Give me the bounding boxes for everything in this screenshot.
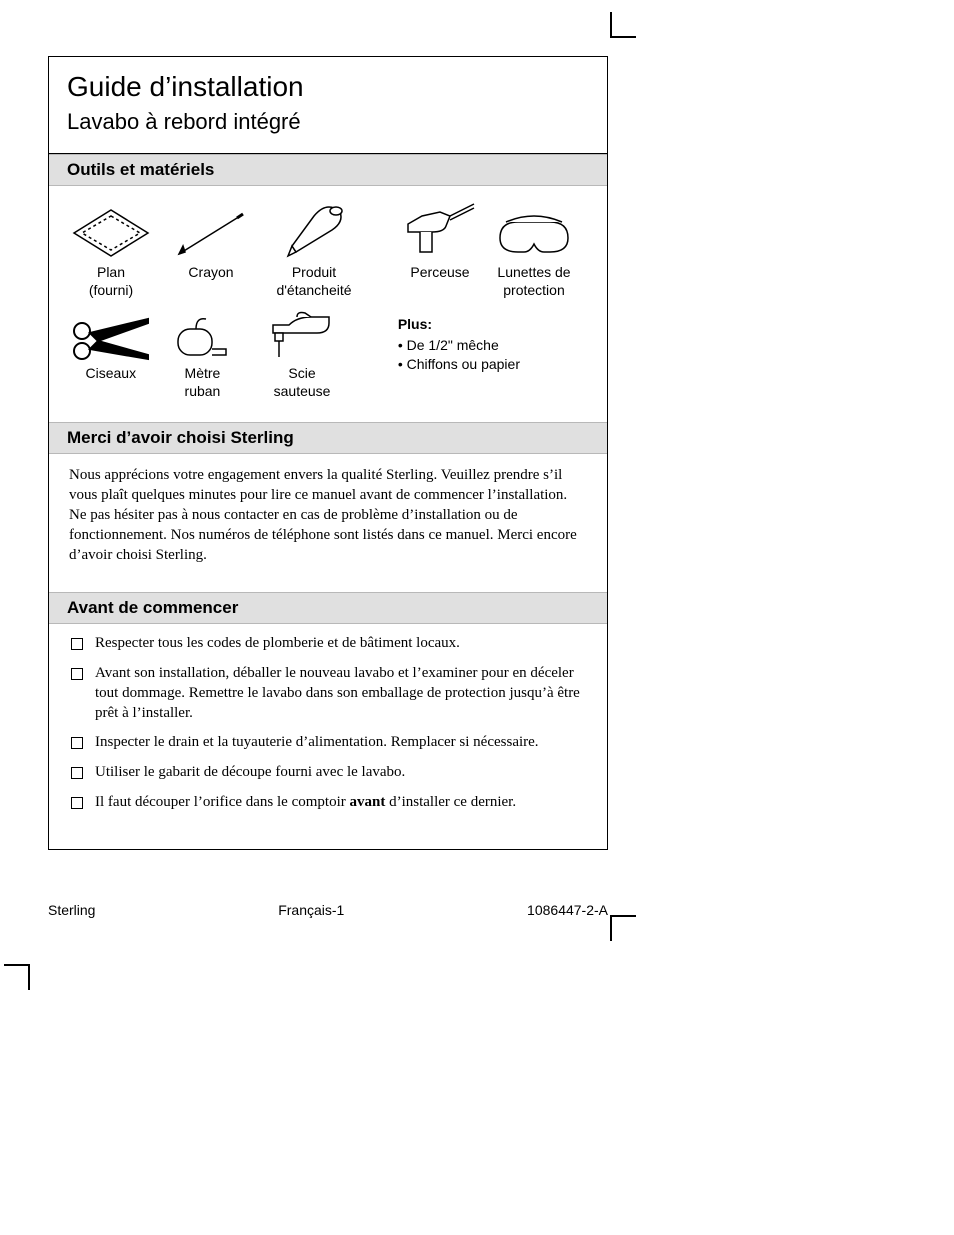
text: d’installer ce dernier. bbox=[385, 794, 516, 810]
page-footer: Sterling Français-1 1086447-2-A bbox=[48, 902, 608, 918]
checklist: Respecter tous les codes de plomberie et… bbox=[49, 624, 607, 850]
tool-label: ruban bbox=[185, 383, 221, 401]
tools-row-2: Ciseaux Mètre bbox=[59, 309, 597, 400]
drill-icon bbox=[400, 200, 480, 260]
tools-row-1: Plan (fourni) Crayon bbox=[59, 200, 597, 299]
tool-template: Plan (fourni) bbox=[59, 200, 163, 299]
footer-left: Sterling bbox=[48, 902, 95, 918]
plus-title: Plus: bbox=[398, 315, 597, 334]
checkbox-icon bbox=[71, 767, 83, 779]
tool-label: Plan bbox=[97, 264, 125, 282]
text-strong: avant bbox=[349, 794, 385, 810]
section-thanks-header: Merci d’avoir choisi Sterling bbox=[49, 422, 607, 454]
tool-drill: Perceuse bbox=[393, 200, 487, 282]
text: Inspecter le drain et la tuyauterie d’al… bbox=[95, 734, 539, 750]
text: Avant son installation, déballer le nouv… bbox=[95, 665, 580, 721]
checklist-item: Utiliser le gabarit de découpe fourni av… bbox=[71, 763, 585, 783]
scissors-icon bbox=[68, 309, 154, 361]
text: Respecter tous les codes de plomberie et… bbox=[95, 635, 460, 651]
title-block: Guide d’installation Lavabo à rebord int… bbox=[49, 56, 607, 154]
tape-icon bbox=[172, 309, 232, 361]
tools-area: Plan (fourni) Crayon bbox=[49, 186, 607, 410]
tool-sealant: Produit d'étancheité bbox=[259, 200, 369, 299]
tool-label: sauteuse bbox=[274, 383, 331, 401]
doc-subtitle: Lavabo à rebord intégré bbox=[67, 109, 589, 135]
crop-mark-bottom-left bbox=[4, 964, 30, 990]
checklist-item: Inspecter le drain et la tuyauterie d’al… bbox=[71, 733, 585, 753]
template-icon bbox=[68, 200, 154, 260]
text: Utiliser le gabarit de découpe fourni av… bbox=[95, 764, 405, 780]
crop-mark-bottom-right bbox=[610, 915, 636, 941]
pencil-icon bbox=[171, 200, 251, 260]
checkbox-icon bbox=[71, 737, 83, 749]
tool-label: Perceuse bbox=[410, 264, 469, 282]
thanks-body: Nous apprécions votre engagement envers … bbox=[49, 454, 607, 580]
text: Il faut découper l’orifice dans le compt… bbox=[95, 794, 349, 810]
checkbox-icon bbox=[71, 797, 83, 809]
checkbox-icon bbox=[71, 668, 83, 680]
tool-scissors: Ciseaux bbox=[59, 309, 163, 383]
crop-mark-top-right bbox=[610, 12, 636, 38]
checklist-text: Avant son installation, déballer le nouv… bbox=[95, 664, 585, 724]
plus-item-text: De 1/2" mêche bbox=[407, 337, 499, 353]
doc-title: Guide d’installation bbox=[67, 71, 589, 103]
tool-label: d'étancheité bbox=[276, 282, 351, 300]
tool-pencil: Crayon bbox=[163, 200, 259, 282]
checklist-text: Inspecter le drain et la tuyauterie d’al… bbox=[95, 733, 585, 753]
checklist-text: Respecter tous les codes de plomberie et… bbox=[95, 634, 585, 654]
plus-item: • Chiffons ou papier bbox=[398, 355, 597, 374]
footer-center: Français-1 bbox=[278, 902, 344, 918]
checklist-item: Il faut découper l’orifice dans le compt… bbox=[71, 793, 585, 813]
plus-block: Plus: • De 1/2" mêche • Chiffons ou papi… bbox=[392, 309, 597, 374]
tool-label: Ciseaux bbox=[86, 365, 137, 383]
tool-label: Crayon bbox=[188, 264, 233, 282]
checklist-item: Avant son installation, déballer le nouv… bbox=[71, 664, 585, 724]
tool-goggles: Lunettes de protection bbox=[487, 200, 581, 299]
tool-label: (fourni) bbox=[89, 282, 133, 300]
checkbox-icon bbox=[71, 638, 83, 650]
document-frame: Guide d’installation Lavabo à rebord int… bbox=[48, 56, 608, 850]
page: Guide d’installation Lavabo à rebord int… bbox=[0, 0, 954, 1235]
tool-jigsaw: Scie sauteuse bbox=[242, 309, 362, 400]
tool-label: Lunettes de bbox=[497, 264, 570, 282]
goggles-icon bbox=[494, 200, 574, 260]
section-tools-header: Outils et matériels bbox=[49, 154, 607, 186]
section-before-header: Avant de commencer bbox=[49, 592, 607, 624]
jigsaw-icon bbox=[267, 309, 337, 361]
plus-item-text: Chiffons ou papier bbox=[407, 356, 520, 372]
tool-label: Produit bbox=[292, 264, 336, 282]
checklist-item: Respecter tous les codes de plomberie et… bbox=[71, 634, 585, 654]
sealant-icon bbox=[274, 200, 354, 260]
tool-label: Scie bbox=[288, 365, 315, 383]
plus-item: • De 1/2" mêche bbox=[398, 336, 597, 355]
tool-tape: Mètre ruban bbox=[163, 309, 243, 400]
checklist-text: Utiliser le gabarit de découpe fourni av… bbox=[95, 763, 585, 783]
tool-label: protection bbox=[503, 282, 564, 300]
checklist-text: Il faut découper l’orifice dans le compt… bbox=[95, 793, 585, 813]
footer-right: 1086447-2-A bbox=[527, 902, 608, 918]
tool-label: Mètre bbox=[185, 365, 221, 383]
